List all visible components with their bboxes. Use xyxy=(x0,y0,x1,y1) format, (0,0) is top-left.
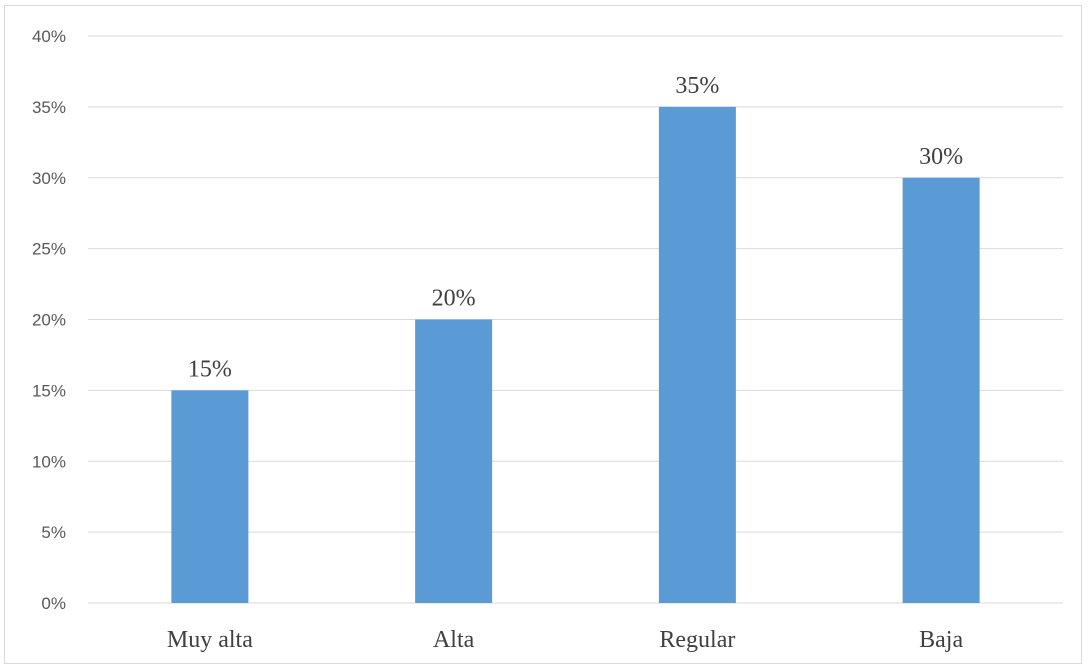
y-tick-label: 30% xyxy=(32,169,66,188)
y-tick-label: 40% xyxy=(32,27,66,46)
y-tick-label: 0% xyxy=(41,594,66,613)
y-tick-label: 5% xyxy=(41,523,66,542)
y-tick-label: 35% xyxy=(32,98,66,117)
x-tick-label: Regular xyxy=(659,627,735,653)
data-label: 15% xyxy=(188,356,232,382)
y-tick-label: 20% xyxy=(32,311,66,330)
gridlines xyxy=(88,35,1063,604)
y-axis-ticks: 0% 5% 10% 15% 20% 25% 30% 35% 40% xyxy=(32,27,66,613)
y-tick-label: 25% xyxy=(32,240,66,259)
data-label: 30% xyxy=(919,144,963,170)
x-tick-label: Baja xyxy=(919,627,963,653)
bar xyxy=(658,106,736,603)
data-label: 20% xyxy=(432,286,476,312)
data-labels: 15% 20% 35% 30% xyxy=(188,73,963,383)
y-tick-label: 10% xyxy=(32,452,66,471)
x-axis-ticks: Muy alta Alta Regular Baja xyxy=(167,627,964,653)
bar xyxy=(902,177,980,603)
x-tick-label: Alta xyxy=(433,627,475,653)
y-tick-label: 15% xyxy=(32,381,66,400)
bars xyxy=(171,106,980,603)
bar xyxy=(171,390,249,603)
x-tick-label: Muy alta xyxy=(167,627,253,653)
bar xyxy=(415,319,493,603)
data-label: 35% xyxy=(675,73,719,99)
